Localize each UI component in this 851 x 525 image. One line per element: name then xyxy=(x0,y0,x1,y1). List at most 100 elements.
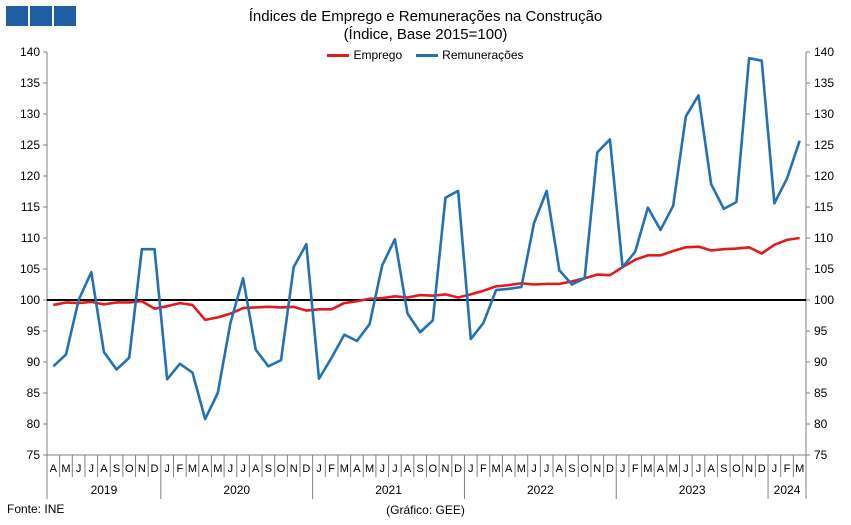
x-tick-label-month: A xyxy=(100,463,108,475)
y-tick-label-left: 100 xyxy=(20,293,40,307)
x-tick-label-month: M xyxy=(669,463,678,475)
x-tick-label-month: F xyxy=(176,463,183,475)
x-tick-label-month: M xyxy=(188,463,197,475)
y-tick-label-left: 135 xyxy=(20,76,40,90)
x-tick-label-month: F xyxy=(632,463,639,475)
x-tick-label-month: A xyxy=(505,463,513,475)
x-tick-label-month: F xyxy=(480,463,487,475)
y-tick-label-right: 100 xyxy=(814,293,834,307)
x-tick-label-month: A xyxy=(252,463,260,475)
x-tick-label-month: M xyxy=(340,463,349,475)
x-tick-label-month: M xyxy=(365,463,374,475)
x-tick-label-month: A xyxy=(707,463,715,475)
x-tick-label-month: N xyxy=(441,463,449,475)
y-tick-label-right: 120 xyxy=(814,169,834,183)
chart-title: Índices de Emprego e Remunerações na Con… xyxy=(248,8,603,25)
x-tick-label-month: D xyxy=(454,463,462,475)
series-line-remuneracoes xyxy=(52,56,801,421)
y-tick-label-left: 110 xyxy=(21,231,40,245)
x-tick-label-month: S xyxy=(568,463,575,475)
x-tick-label-year: 2023 xyxy=(679,483,706,497)
y-tick-label-right: 105 xyxy=(814,262,834,276)
y-tick-label-right: 85 xyxy=(814,386,828,400)
x-tick-label-month: O xyxy=(732,463,741,475)
logo-block xyxy=(6,6,28,26)
y-tick-label-left: 85 xyxy=(27,386,41,400)
y-tick-label-left: 95 xyxy=(27,324,41,338)
x-tick-label-year: 2019 xyxy=(91,483,118,497)
x-tick-label-month: J xyxy=(316,463,322,475)
x-tick-label-month: M xyxy=(213,463,222,475)
y-tick-label-right: 125 xyxy=(814,138,834,152)
y-tick-label-right: 110 xyxy=(814,231,833,245)
y-tick-label-left: 90 xyxy=(27,355,41,369)
y-tick-label-left: 130 xyxy=(20,107,40,121)
x-tick-label-month: M xyxy=(61,463,70,475)
x-tick-label-month: O xyxy=(125,463,134,475)
x-tick-label-month: A xyxy=(657,463,665,475)
y-tick-label-right: 75 xyxy=(814,448,828,462)
x-tick-label-month: A xyxy=(404,463,412,475)
x-tick-label-month: O xyxy=(580,463,589,475)
legend-label-emprego: Emprego xyxy=(353,48,403,62)
x-tick-label-month: S xyxy=(265,463,272,475)
x-tick-label-month: J xyxy=(696,463,702,475)
x-tick-label-month: N xyxy=(138,463,146,475)
x-tick-label-month: A xyxy=(201,463,209,475)
x-tick-label-year: 2022 xyxy=(527,483,554,497)
x-tick-label-month: S xyxy=(720,463,727,475)
x-tick-label-month: D xyxy=(758,463,766,475)
x-tick-label-month: J xyxy=(89,463,95,475)
x-tick-label-month: D xyxy=(302,463,310,475)
x-tick-label-month: J xyxy=(772,463,778,475)
x-tick-label-month: J xyxy=(76,463,82,475)
x-tick-label-month: J xyxy=(240,463,246,475)
logo-block xyxy=(54,6,76,26)
legend-swatch-emprego xyxy=(327,53,350,57)
source-note: Fonte: INE xyxy=(7,502,65,516)
y-tick-label-right: 135 xyxy=(814,76,834,90)
x-tick-label-month: F xyxy=(328,463,335,475)
x-tick-label-month: J xyxy=(531,463,537,475)
brand-logo xyxy=(6,6,76,26)
x-tick-label-month: J xyxy=(683,463,689,475)
x-tick-label-month: S xyxy=(417,463,424,475)
legend-swatch-remuneracoes xyxy=(416,53,439,57)
x-tick-label-month: A xyxy=(353,463,361,475)
legend-label-remuneracoes: Remunerações xyxy=(442,48,524,62)
x-tick-label-month: J xyxy=(392,463,398,475)
x-tick-label-month: J xyxy=(468,463,474,475)
y-tick-label-right: 130 xyxy=(814,107,834,121)
x-tick-label-year: 2021 xyxy=(375,483,402,497)
x-tick-label-month: M xyxy=(517,463,526,475)
x-tick-label-month: J xyxy=(379,463,385,475)
x-tick-label-month: M xyxy=(491,463,500,475)
x-tick-label-month: M xyxy=(795,463,804,475)
y-tick-label-left: 75 xyxy=(27,448,41,462)
credit-note: (Gráfico: GEE) xyxy=(386,503,465,517)
y-tick-label-right: 140 xyxy=(814,45,834,59)
x-tick-label-month: A xyxy=(556,463,564,475)
x-tick-label-month: N xyxy=(290,463,298,475)
x-tick-label-month: F xyxy=(784,463,791,475)
x-tick-label-month: N xyxy=(593,463,601,475)
y-tick-label-right: 95 xyxy=(814,324,828,338)
x-tick-label-month: A xyxy=(50,463,58,475)
series-line-emprego xyxy=(53,236,800,322)
x-tick-label-month: S xyxy=(113,463,120,475)
y-tick-label-left: 120 xyxy=(20,169,40,183)
logo-block xyxy=(30,6,52,26)
x-tick-label-month: D xyxy=(151,463,159,475)
x-tick-label-month: J xyxy=(164,463,170,475)
legend-item-emprego: Emprego xyxy=(327,48,402,62)
y-tick-label-left: 125 xyxy=(20,138,40,152)
y-tick-label-right: 80 xyxy=(814,417,828,431)
y-tick-label-left: 140 xyxy=(20,45,40,59)
y-tick-label-right: 90 xyxy=(814,355,828,369)
legend-item-remuneracoes: Remunerações xyxy=(416,48,524,62)
y-tick-label-left: 115 xyxy=(21,200,40,214)
chart-legend: Emprego Remunerações xyxy=(0,48,851,62)
y-tick-label-left: 80 xyxy=(27,417,41,431)
chart-subtitle: (Índice, Base 2015=100) xyxy=(343,26,508,43)
